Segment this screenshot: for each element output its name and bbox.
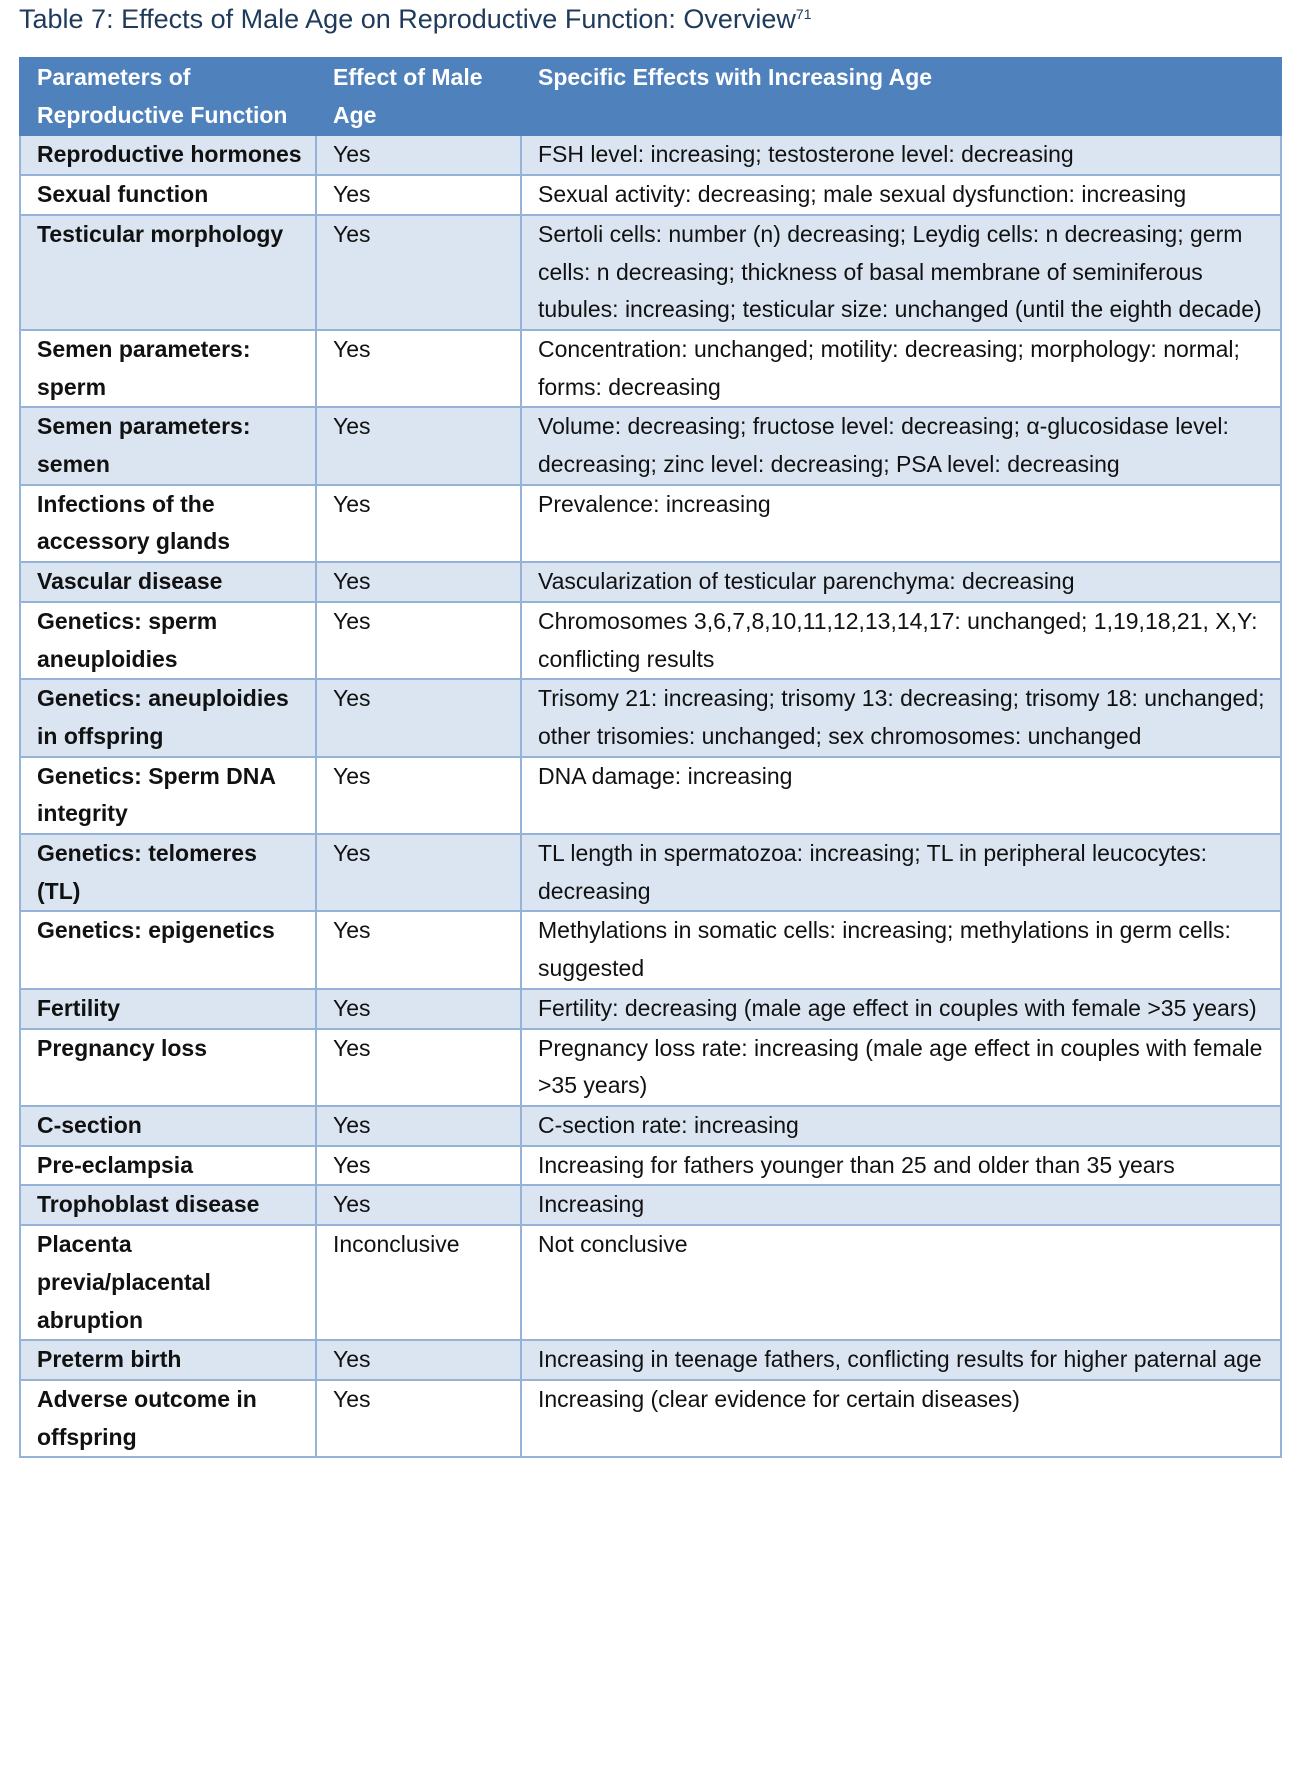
table-row: Genetics: sperm aneuploidies Yes Chromosom… — [19, 600, 1282, 681]
effect-cell: Yes — [315, 755, 522, 836]
specific-effects-cell: TL length in spermatozoa: increasing; TL… — [520, 833, 1282, 913]
parameter-cell: Genetics: Sperm DNA integrity — [19, 755, 317, 836]
effect-cell: Yes — [315, 1027, 522, 1107]
table-row: Semen parameters: sperm Yes Concentration:… — [19, 328, 1282, 409]
table-row: Genetics: epigenetics Yes Methylations in … — [19, 910, 1282, 990]
specific-effects-cell: Volume: decreasing; fructose level: decr… — [520, 406, 1282, 486]
effect-cell: Yes — [315, 987, 522, 1030]
specific-effects-cell: Fertility: decreasing (male age effect i… — [520, 987, 1282, 1030]
table-row: Trophoblast disease Yes Increasing — [19, 1184, 1282, 1227]
specific-effects-cell: Sexual activity: decreasing; male sexual… — [520, 174, 1282, 216]
parameter-cell: Genetics: sperm aneuploidies — [19, 600, 317, 681]
specific-effects-cell: Not conclusive — [520, 1224, 1282, 1342]
effect-cell: Yes — [315, 1378, 522, 1459]
effect-cell: Yes — [315, 328, 522, 409]
table-row: Infections of the accessory glands Yes Pre… — [19, 483, 1282, 564]
table-row: Genetics: Sperm DNA integrity Yes DNA dama… — [19, 755, 1282, 836]
parameter-cell: Genetics: telomeres (TL) — [19, 833, 317, 913]
table-row: Testicular morphology Yes Sertoli cells: n… — [19, 213, 1282, 331]
table-row: C-section Yes C-section rate: increasing — [19, 1104, 1282, 1147]
specific-effects-cell: Trisomy 21: increasing; trisomy 13: decr… — [520, 678, 1282, 758]
effect-cell: Yes — [315, 678, 522, 758]
parameter-cell: Reproductive hormones — [19, 134, 317, 177]
effect-cell: Yes — [315, 1144, 522, 1187]
effect-cell: Yes — [315, 1104, 522, 1147]
specific-effects-cell: Concentration: unchanged; motility: decr… — [520, 328, 1282, 409]
specific-effects-cell: Increasing (clear evidence for certain d… — [520, 1378, 1282, 1459]
specific-effects-cell: Prevalence: increasing — [520, 483, 1282, 564]
table-row: Preterm birth Yes Increasing in teenage fa… — [19, 1339, 1282, 1381]
table-row: Placenta previa/placental abruption Incon… — [19, 1224, 1282, 1342]
parameter-cell: Semen parameters: sperm — [19, 328, 317, 409]
specific-effects-cell: Chromosomes 3,6,7,8,10,11,12,13,14,17: u… — [520, 600, 1282, 681]
specific-effects-cell: FSH level: increasing; testosterone leve… — [520, 134, 1282, 177]
table-row: Pregnancy loss Yes Pregnancy loss rate: in… — [19, 1027, 1282, 1107]
effect-cell: Yes — [315, 833, 522, 913]
parameter-cell: Preterm birth — [19, 1339, 317, 1381]
parameter-cell: Fertility — [19, 987, 317, 1030]
specific-effects-cell: Sertoli cells: number (n) decreasing; Le… — [520, 213, 1282, 331]
specific-effects-cell: Increasing for fathers younger than 25 a… — [520, 1144, 1282, 1187]
table-title-text: Table 7: Effects of Male Age on Reproduc… — [19, 4, 796, 34]
table-row: Reproductive hormones Yes FSH level: incre… — [19, 134, 1282, 177]
parameter-cell: Sexual function — [19, 174, 317, 216]
effects-table: Parameters of Reproductive Function Effe… — [19, 56, 1282, 1459]
effect-cell: Yes — [315, 910, 522, 990]
parameter-cell: Vascular disease — [19, 561, 317, 603]
table-row: Semen parameters: semen Yes Volume: decrea… — [19, 406, 1282, 486]
specific-effects-cell: DNA damage: increasing — [520, 755, 1282, 836]
table-row: Sexual function Yes Sexual activity: decre… — [19, 174, 1282, 216]
table-title: Table 7: Effects of Male Age on Reproduc… — [19, 4, 812, 35]
header-parameters: Parameters of Reproductive Function — [19, 56, 317, 137]
specific-effects-cell: Pregnancy loss rate: increasing (male ag… — [520, 1027, 1282, 1107]
effect-cell: Inconclusive — [315, 1224, 522, 1342]
effect-cell: Yes — [315, 1184, 522, 1227]
header-specific-effects: Specific Effects with Increasing Age — [520, 56, 1282, 137]
effect-cell: Yes — [315, 174, 522, 216]
parameter-cell: C-section — [19, 1104, 317, 1147]
effect-cell: Yes — [315, 483, 522, 564]
parameter-cell: Trophoblast disease — [19, 1184, 317, 1227]
table-row: Adverse outcome in offspring Yes Increasin… — [19, 1378, 1282, 1459]
parameter-cell: Placenta previa/placental abruption — [19, 1224, 317, 1342]
table-row: Genetics: telomeres (TL) Yes TL length in … — [19, 833, 1282, 913]
effect-cell: Yes — [315, 213, 522, 331]
table-row: Vascular disease Yes Vascularization of te… — [19, 561, 1282, 603]
table-row: Genetics: aneuploidies in offspring Yes Tr… — [19, 678, 1282, 758]
effect-cell: Yes — [315, 600, 522, 681]
header-row: Parameters of Reproductive Function Effe… — [19, 56, 1282, 137]
header-effect: Effect of Male Age — [315, 56, 522, 137]
parameter-cell: Pre-eclampsia — [19, 1144, 317, 1187]
specific-effects-cell: Increasing — [520, 1184, 1282, 1227]
parameter-cell: Semen parameters: semen — [19, 406, 317, 486]
specific-effects-cell: Increasing in teenage fathers, conflicti… — [520, 1339, 1282, 1381]
parameter-cell: Testicular morphology — [19, 213, 317, 331]
parameter-cell: Genetics: epigenetics — [19, 910, 317, 990]
table-row: Pre-eclampsia Yes Increasing for fathers y… — [19, 1144, 1282, 1187]
table-row: Fertility Yes Fertility: decreasing (male … — [19, 987, 1282, 1030]
parameter-cell: Adverse outcome in offspring — [19, 1378, 317, 1459]
parameter-cell: Infections of the accessory glands — [19, 483, 317, 564]
specific-effects-cell: Vascularization of testicular parenchyma… — [520, 561, 1282, 603]
parameter-cell: Genetics: aneuploidies in offspring — [19, 678, 317, 758]
effect-cell: Yes — [315, 406, 522, 486]
parameter-cell: Pregnancy loss — [19, 1027, 317, 1107]
specific-effects-cell: C-section rate: increasing — [520, 1104, 1282, 1147]
effect-cell: Yes — [315, 1339, 522, 1381]
effect-cell: Yes — [315, 561, 522, 603]
reference-superscript: 71 — [795, 6, 812, 22]
effect-cell: Yes — [315, 134, 522, 177]
specific-effects-cell: Methylations in somatic cells: increasin… — [520, 910, 1282, 990]
